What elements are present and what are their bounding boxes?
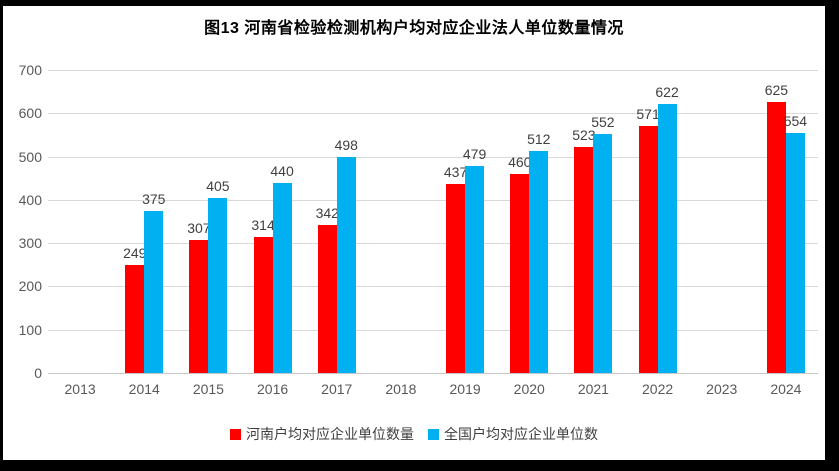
x-axis-label: 2015	[192, 381, 224, 397]
y-axis-tick-label: 300	[18, 235, 42, 252]
x-axis-label: 2022	[642, 381, 674, 397]
bar-henan	[125, 265, 145, 373]
x-axis-label: 2020	[513, 381, 545, 397]
legend-item-henan: 河南户均对应企业单位数量	[230, 424, 414, 444]
x-axis-label: 2017	[321, 381, 353, 397]
data-label-henan: 460	[508, 153, 532, 170]
data-label-national: 554	[783, 113, 808, 130]
bar-national	[657, 103, 677, 373]
y-axis-tick-label: 100	[18, 321, 42, 338]
gridline	[48, 156, 818, 158]
legend-label-henan: 河南户均对应企业单位数量	[246, 426, 414, 442]
plot-area: 0 100 200 300 400 500 600 700 2013 2014 249 375 2015…	[19, 62, 818, 397]
data-label-henan: 307	[187, 220, 211, 237]
data-label-national: 405	[206, 177, 230, 194]
bar-national	[144, 210, 164, 373]
x-axis-label: 2023	[706, 381, 738, 397]
legend: 河南户均对应企业单位数量 全国户均对应企业单位数	[3, 424, 825, 444]
x-axis-label: 2019	[449, 381, 481, 397]
bar-henan	[510, 173, 530, 373]
data-label-national: 479	[462, 145, 487, 162]
gridline	[48, 199, 818, 201]
data-label-henan: 342	[315, 204, 339, 221]
gridline	[48, 243, 818, 245]
gridline	[48, 329, 818, 331]
bar-national	[529, 151, 549, 373]
chart-title: 图13 河南省检验检测机构户均对应企业法人单位数量情况	[204, 20, 624, 37]
data-label-national: 440	[270, 162, 294, 179]
x-axis-label: 2021	[577, 381, 609, 397]
bar-national	[208, 197, 228, 373]
data-label-national: 375	[142, 190, 166, 207]
data-label-henan: 523	[572, 126, 596, 143]
bar-henan	[638, 125, 658, 373]
y-axis-tick-label: 700	[18, 62, 42, 78]
data-label-henan: 437	[443, 163, 468, 180]
gridline	[48, 70, 818, 71]
x-axis-line	[48, 373, 818, 374]
bar-henan	[574, 146, 594, 373]
gridline	[48, 286, 818, 288]
legend-marker-national-icon	[428, 428, 439, 440]
bar-henan	[253, 237, 273, 373]
data-label-national: 512	[527, 131, 551, 148]
x-axis-label: 2024	[770, 381, 802, 397]
bar-henan	[766, 102, 786, 373]
bar-national	[272, 182, 292, 373]
bar-henan	[317, 224, 337, 373]
legend-label-national: 全国户均对应企业单位数	[444, 426, 598, 442]
data-label-national: 552	[591, 114, 615, 131]
data-label-henan: 571	[636, 105, 660, 122]
data-label-national: 498	[334, 137, 358, 154]
bar-national	[785, 133, 805, 373]
y-axis-tick-label: 400	[18, 191, 42, 208]
bar-national	[593, 134, 613, 373]
legend-item-national: 全国户均对应企业单位数	[428, 424, 598, 444]
y-axis-tick-label: 200	[18, 278, 42, 295]
x-axis-label: 2016	[257, 381, 289, 397]
bar-national	[336, 157, 356, 373]
data-label-national: 622	[655, 83, 679, 100]
bar-henan	[189, 240, 209, 373]
x-axis-label: 2013	[64, 381, 96, 397]
y-axis-tick-label: 600	[18, 105, 42, 122]
gridline	[48, 113, 818, 115]
x-axis-label: 2018	[385, 381, 417, 397]
data-label-henan: 314	[251, 217, 275, 234]
data-label-henan: 625	[764, 82, 789, 99]
bar-henan	[446, 183, 466, 373]
legend-marker-henan-icon	[230, 428, 241, 440]
x-axis-label: 2014	[128, 381, 160, 397]
y-axis-tick-label: 0	[34, 365, 42, 381]
y-axis-tick-label: 500	[18, 148, 42, 165]
bar-national	[465, 165, 485, 373]
data-label-henan: 249	[123, 245, 147, 262]
